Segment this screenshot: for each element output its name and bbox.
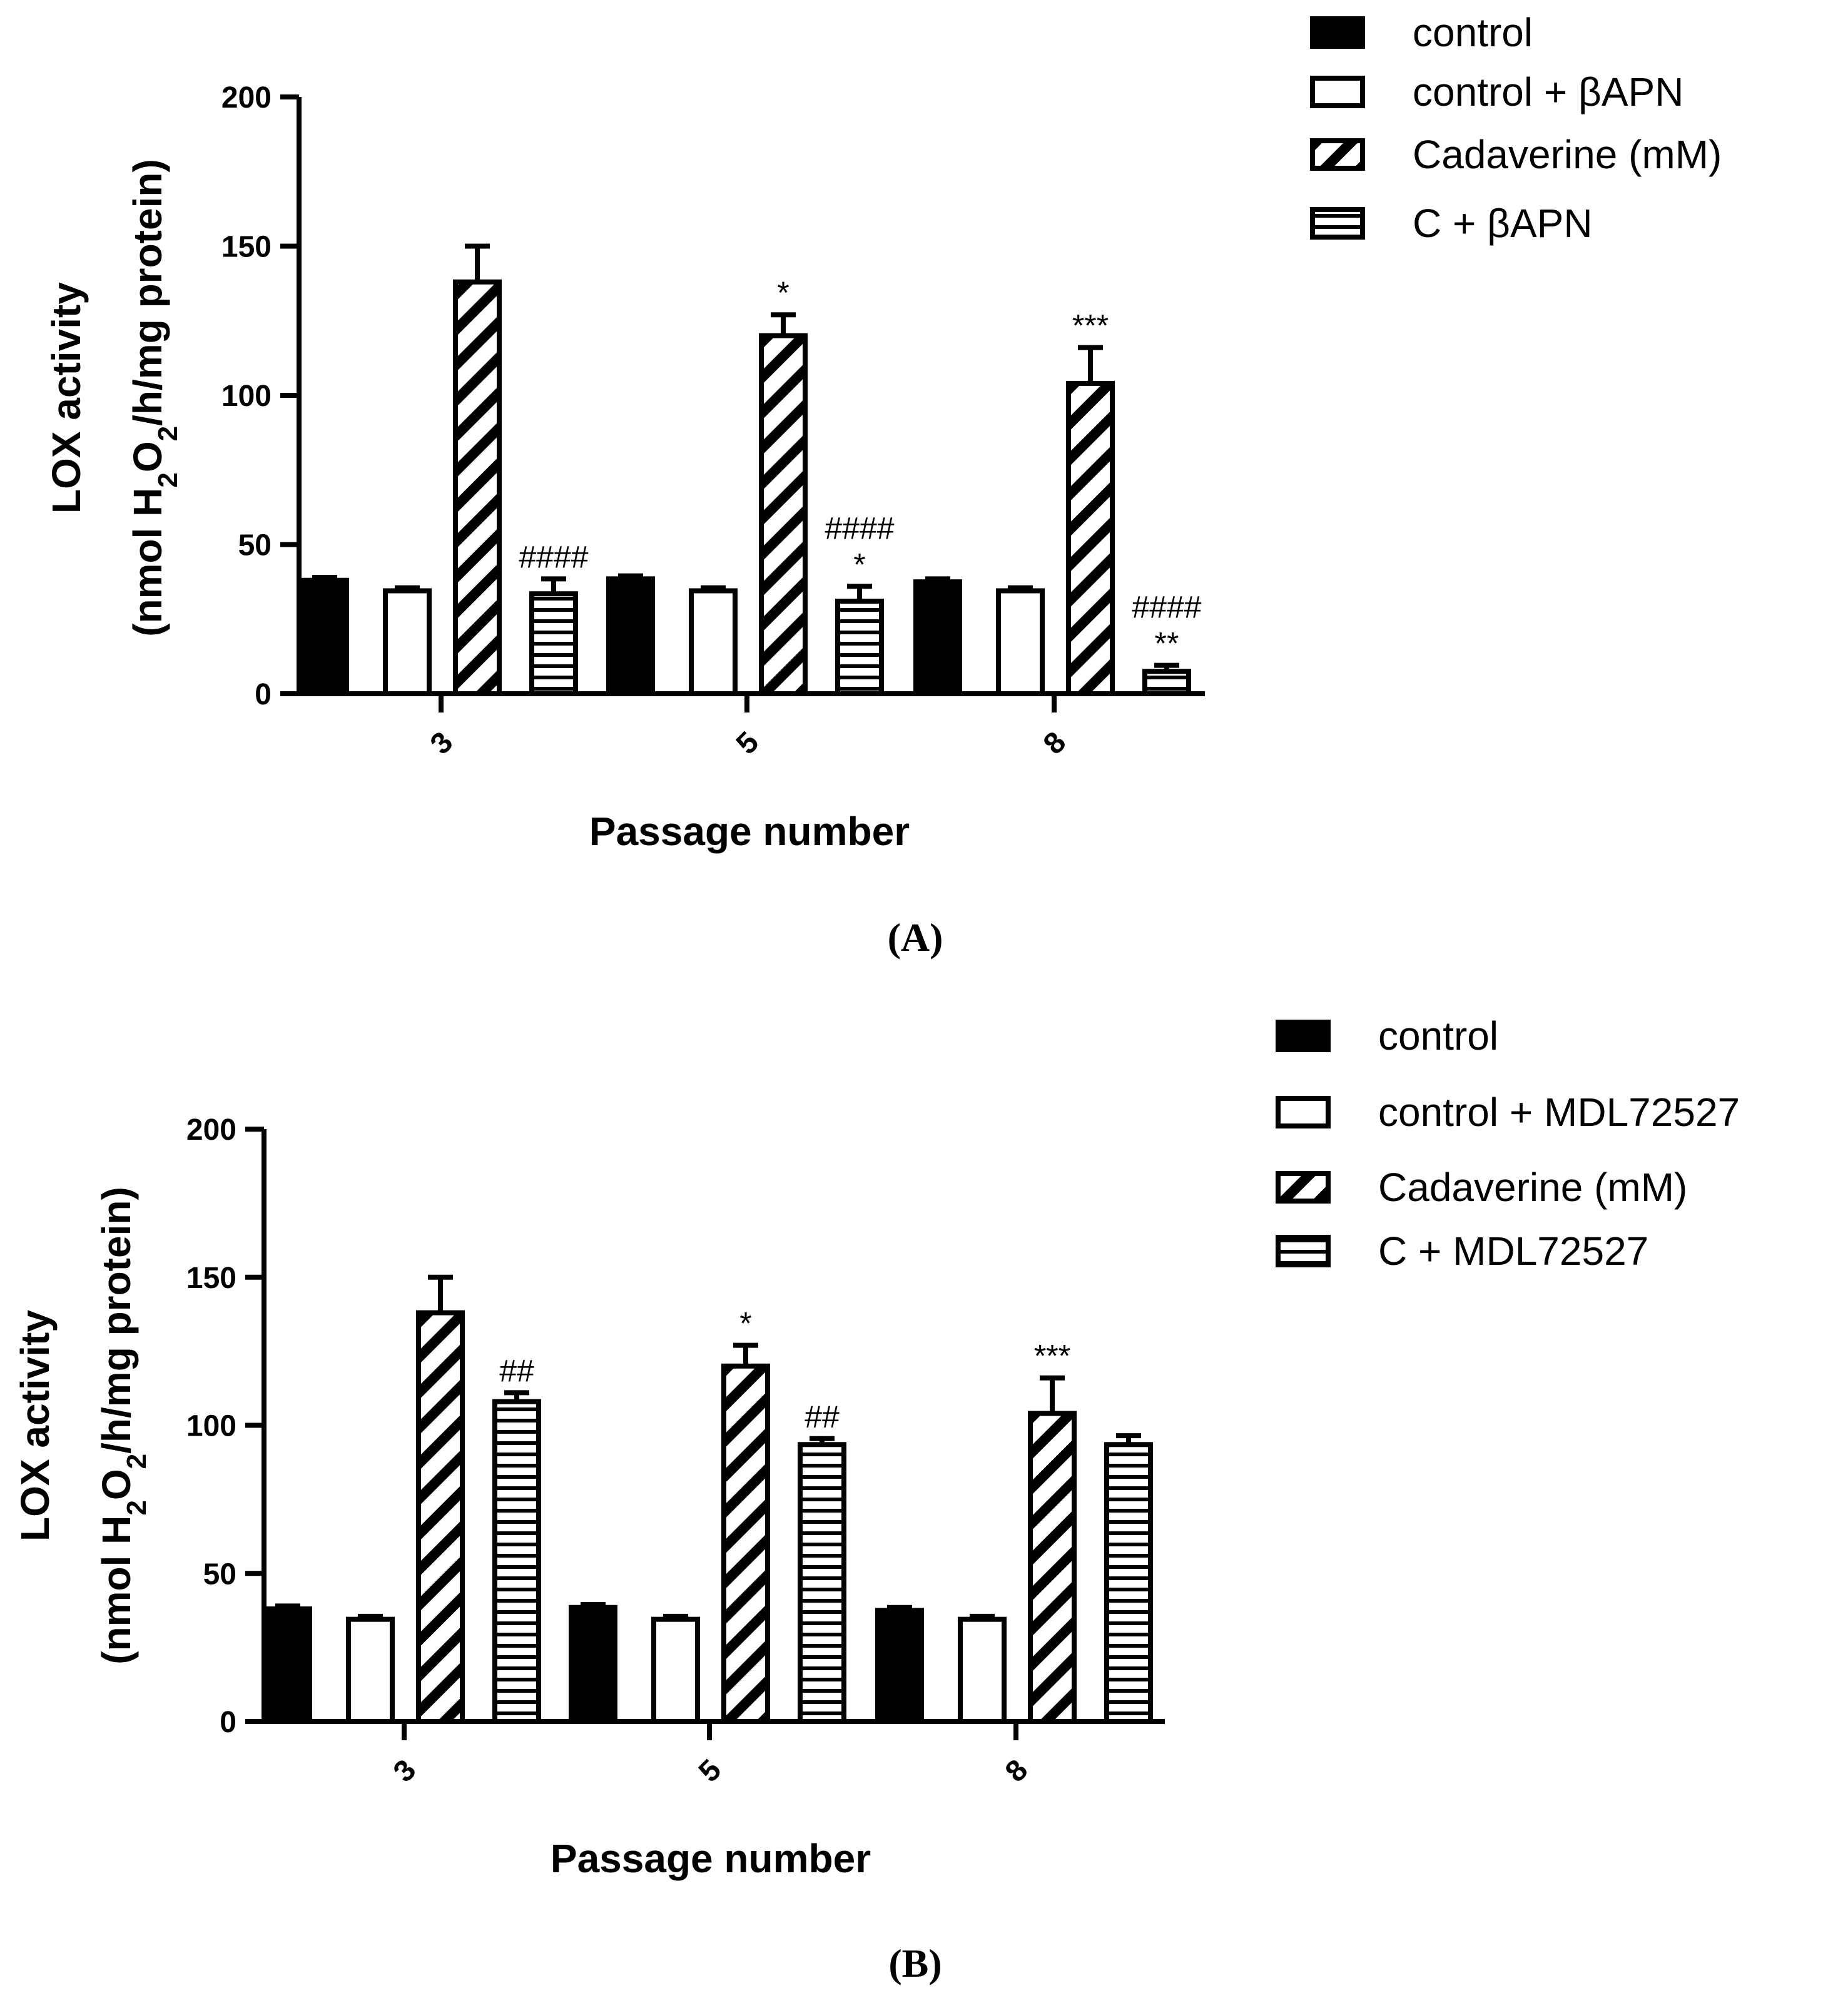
- panel-a-significance-marker: ***: [1072, 308, 1109, 343]
- panel-b-bar: [721, 1363, 770, 1725]
- panel-b-legend-label: control: [1378, 1013, 1498, 1058]
- panel-b-y-tick-label: 200: [186, 1113, 236, 1147]
- panel-a-legend-label: C + βAPN: [1413, 201, 1593, 246]
- panel-b-legend-swatch: [1276, 1235, 1331, 1267]
- panel-b-bar: [492, 1399, 541, 1725]
- panel-a-bar: [1066, 380, 1115, 696]
- panel-a-bar: [759, 333, 808, 696]
- panel-a-bar: [835, 599, 884, 696]
- panel-b-significance-marker: ##: [805, 1399, 840, 1434]
- panel-b-y-axis-title-line1: LOX activity: [13, 1310, 58, 1541]
- panel-b-bar: [798, 1442, 846, 1725]
- panel-b-x-axis-title: Passage number: [551, 1836, 871, 1881]
- panel-a-significance-marker: ####: [825, 510, 894, 545]
- panel-a-bar: [913, 579, 962, 696]
- panel-a-x-tick-label: 5: [730, 726, 765, 761]
- panel-b-legend-label: Cadaverine (mM): [1378, 1165, 1687, 1210]
- panel-a-y-tick-label: 0: [255, 678, 272, 711]
- panel-a-legend-label: Cadaverine (mM): [1413, 132, 1722, 177]
- panel-a-bar: [689, 588, 738, 696]
- panel-b-bar: [569, 1605, 617, 1724]
- panel-a-y-axis-title-line1: LOX activity: [44, 282, 89, 514]
- panel-a-legend-swatch: [1310, 16, 1365, 49]
- panel-b-bar: [416, 1310, 465, 1725]
- panel-b-legend-swatch: [1276, 1096, 1331, 1128]
- panel-a-bar: [300, 577, 349, 696]
- panel-a-y-axis-title-line2: (nmol H2O2/h/mg protein): [125, 159, 183, 637]
- panel-a-y-tick-label: 100: [221, 380, 272, 413]
- panel-b-bar: [1104, 1442, 1153, 1725]
- panel-b-legend: control control + MDL72527 Cadaverine (mM)…: [1276, 1013, 1740, 1274]
- panel-a-x-axis-title: Passage number: [589, 809, 910, 854]
- panel-b-bar: [958, 1616, 1007, 1725]
- panel-b-y-tick-label: 150: [186, 1262, 236, 1295]
- panel-b-bar: [346, 1616, 395, 1725]
- panel-a-significance-marker: ####: [519, 539, 588, 574]
- panel-a-legend-label: control + βAPN: [1413, 69, 1683, 114]
- panel-b-chart: LOX activity (nmol H2O2/h/mg protein) 0 5…: [13, 1013, 1740, 1985]
- panel-a-legend-swatch: [1310, 138, 1365, 171]
- panel-a-y-axis-title: LOX activity (nmol H2O2/h/mg protein): [44, 159, 183, 637]
- panel-b-significance-marker: *: [739, 1306, 751, 1341]
- panel-b-y-tick-label: 100: [186, 1410, 236, 1443]
- panel-a-bar: [529, 591, 578, 697]
- panel-b-significance-marker: ***: [1034, 1339, 1070, 1374]
- panel-a-bar: [606, 576, 655, 696]
- panel-a-significance-marker: ####: [1132, 590, 1201, 625]
- panel-a-y-tick-label: 150: [221, 231, 272, 264]
- panel-a-significance-marker: *: [853, 547, 865, 582]
- panel-a-x-tick-label: 8: [1037, 726, 1072, 761]
- panel-b-bar: [263, 1606, 312, 1725]
- panel-b-y-tick-label: 50: [203, 1558, 236, 1591]
- panel-a-bar: [453, 279, 502, 696]
- panel-a-legend-swatch: [1310, 76, 1365, 108]
- panel-a-legend-label: control: [1413, 10, 1533, 55]
- panel-b-legend-swatch: [1276, 1171, 1331, 1204]
- panel-a-significance-marker: *: [777, 275, 789, 310]
- panel-a-chart: LOX activity (nmol H2O2/h/mg protein) 0 5…: [44, 10, 1722, 960]
- panel-b-x-tick-label: 3: [387, 1753, 422, 1788]
- panel-b-y-axis-title-line2: (nmol H2O2/h/mg protein): [94, 1187, 152, 1665]
- panel-a-label: (A): [888, 915, 943, 960]
- panel-a-x-tick-label: 3: [424, 726, 459, 761]
- panel-a-bar: [383, 588, 432, 696]
- panel-b-legend-label: C + MDL72527: [1378, 1229, 1648, 1274]
- panel-a-legend-swatch: [1310, 207, 1365, 240]
- panel-a-legend: control control + βAPN Cadaverine (mM) C + …: [1310, 10, 1722, 246]
- panel-b-significance-marker: ##: [499, 1353, 534, 1388]
- panel-b-bar: [875, 1608, 924, 1724]
- panel-a-bar: [996, 588, 1045, 696]
- panel-b-label: (B): [888, 1941, 942, 1985]
- panel-a-significance-marker: **: [1155, 626, 1179, 661]
- panel-b-y-tick-label: 0: [220, 1706, 236, 1739]
- panel-a-bar: [1142, 669, 1191, 696]
- panel-b-x-tick-label: 8: [999, 1753, 1034, 1788]
- panel-b-legend-label: control + MDL72527: [1378, 1090, 1740, 1135]
- panel-a-y-tick-label: 200: [221, 81, 272, 114]
- panel-b-bar: [1028, 1411, 1077, 1725]
- panel-b-y-axis-title: LOX activity (nmol H2O2/h/mg protein): [13, 1187, 152, 1665]
- panel-b-bar: [651, 1616, 700, 1725]
- panel-b-x-tick-label: 5: [693, 1753, 728, 1788]
- panel-a-y-tick-label: 50: [238, 529, 272, 562]
- panel-b-legend-swatch: [1276, 1020, 1331, 1052]
